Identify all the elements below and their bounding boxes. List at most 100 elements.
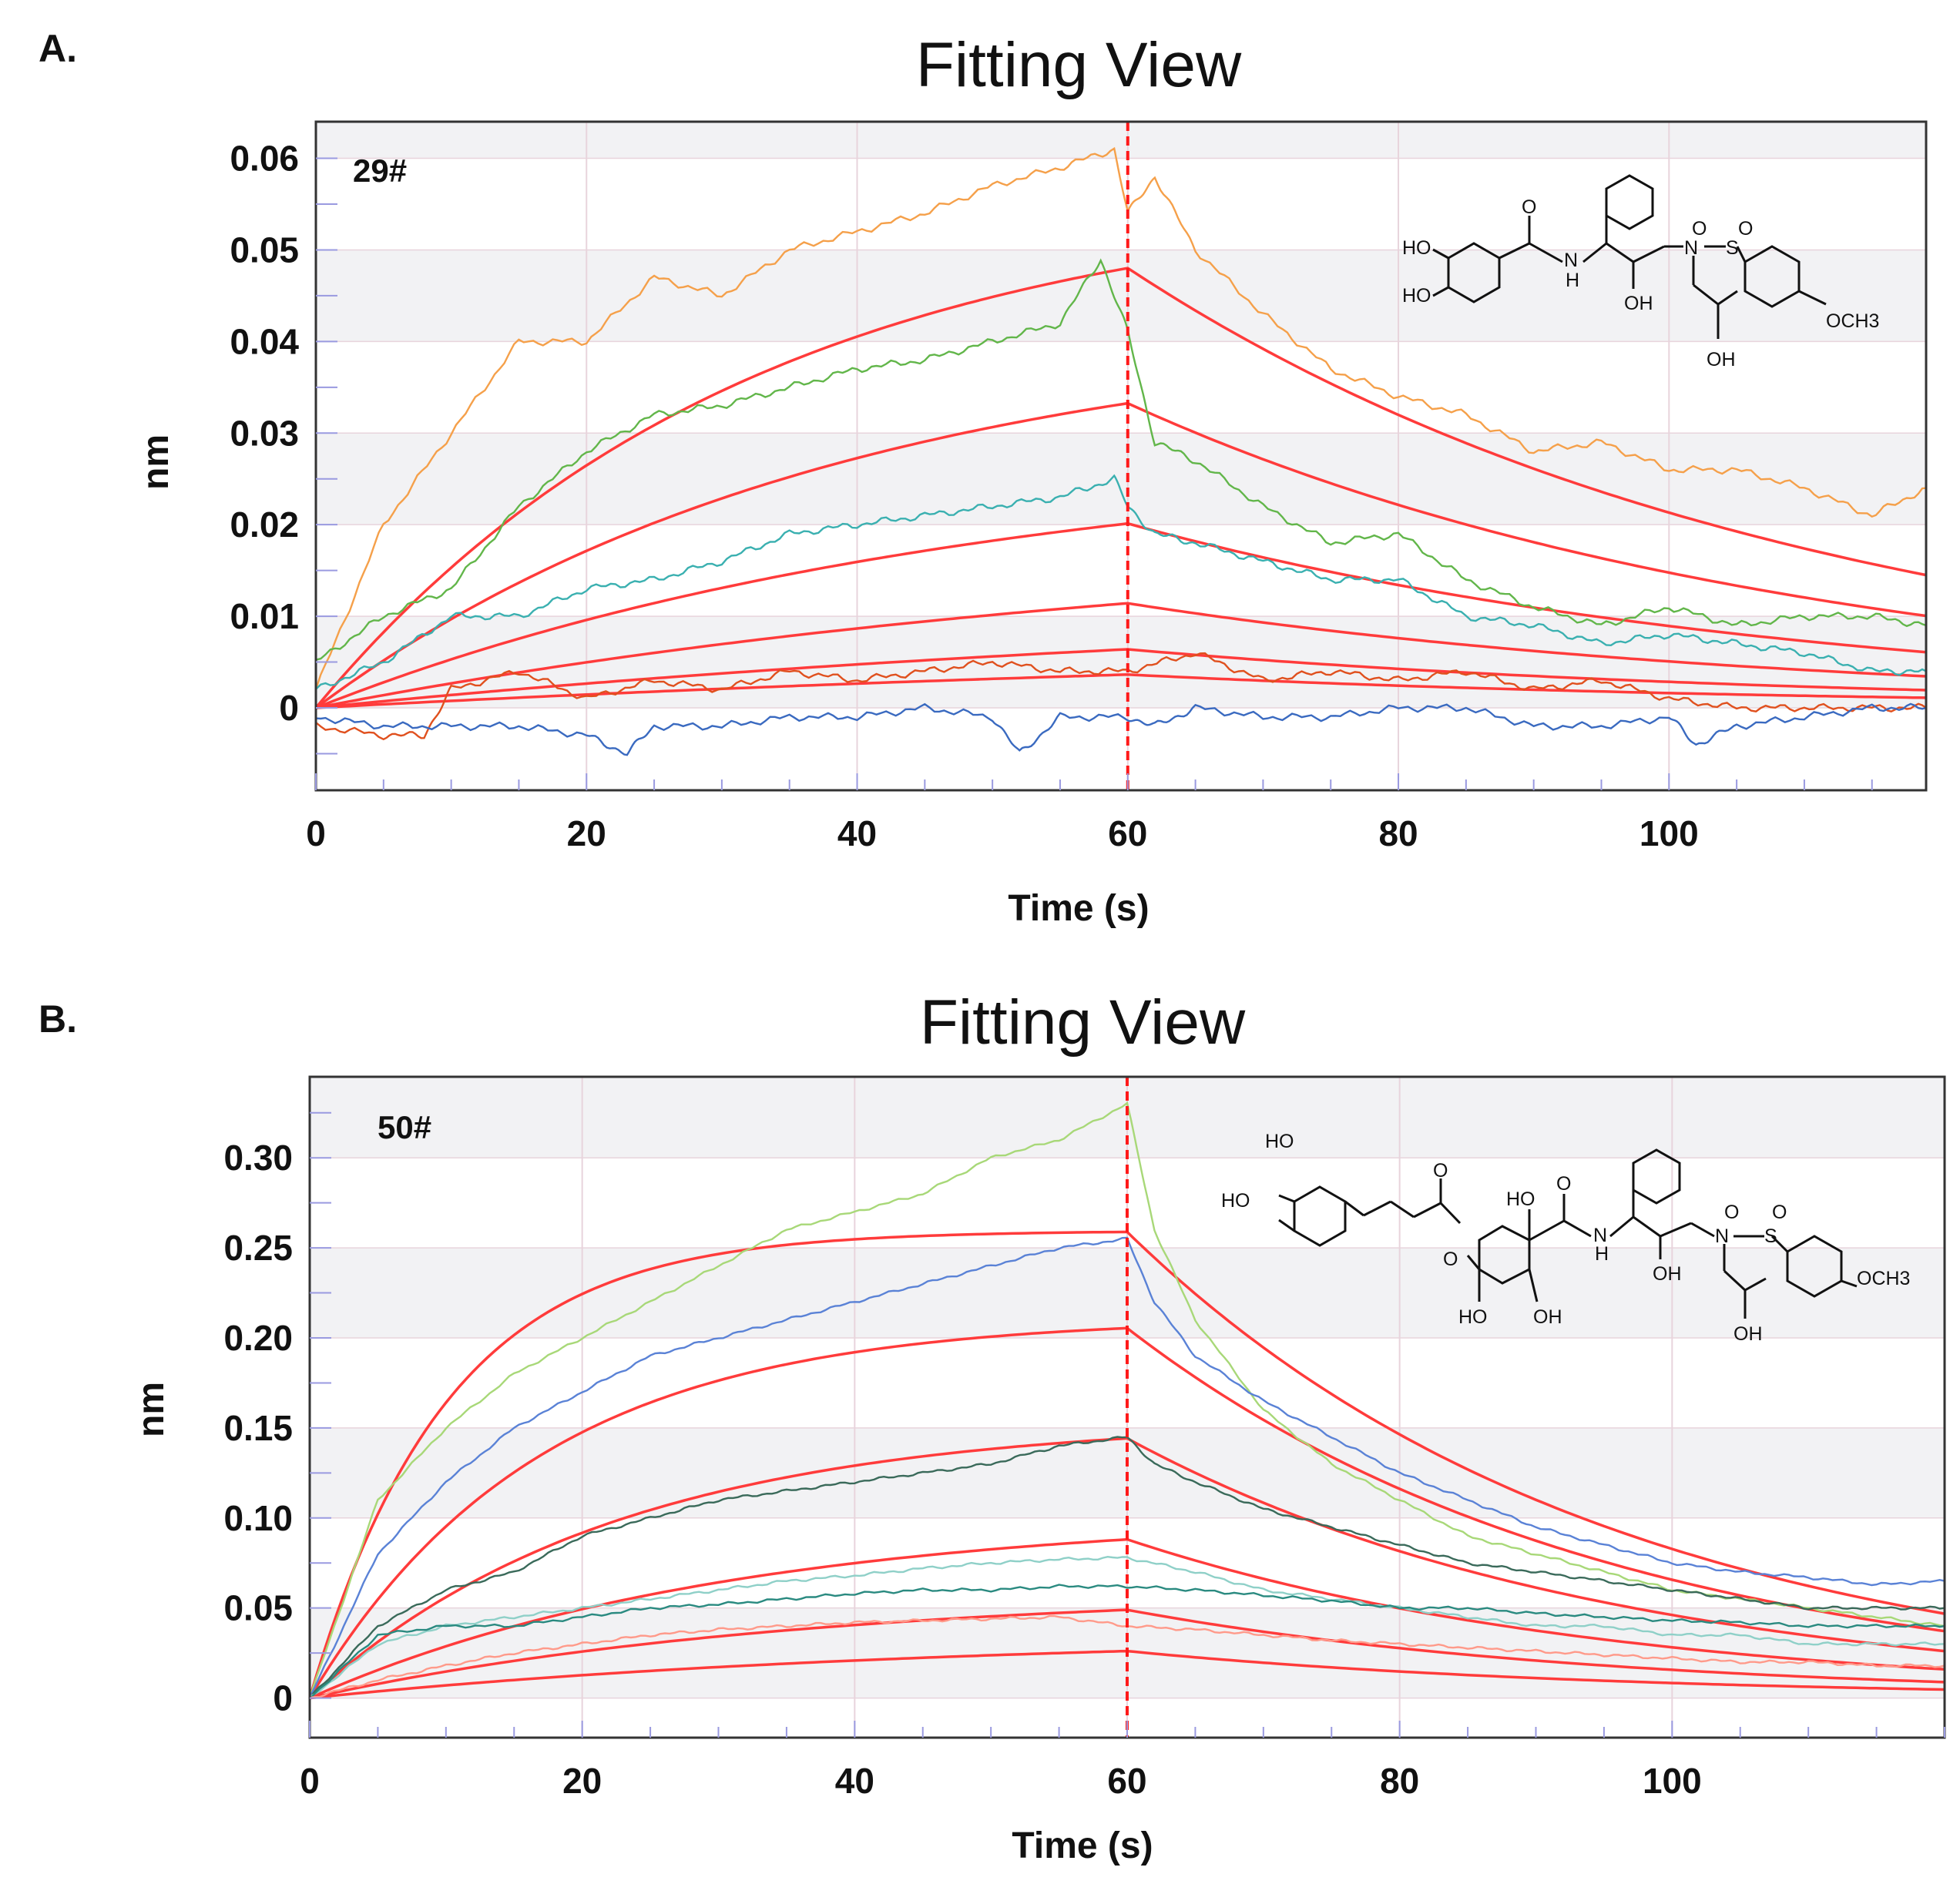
struct-b-label-ho-4: HO xyxy=(1458,1306,1488,1328)
trace-a-5 xyxy=(315,702,1927,756)
chart-title-b: Fitting View xyxy=(920,987,1246,1058)
struct-b-label-oh-3: OH xyxy=(1733,1323,1763,1345)
struct-b-label-o-2: O xyxy=(1443,1249,1458,1270)
band-a-3 xyxy=(316,433,1926,525)
struct-b-label-s: S xyxy=(1764,1225,1777,1247)
compound-label-a: 29# xyxy=(353,153,407,189)
panel-a: A. Fitting View 0 20 40 60 80 100 0 0.01 0.02 0.… xyxy=(39,27,1928,929)
trace-a-4 xyxy=(315,652,1927,741)
gridlines-a xyxy=(315,122,1926,790)
struct-a-label-oh-2: OH xyxy=(1707,349,1736,370)
struct-b-label-n-1: N xyxy=(1593,1225,1607,1246)
y-tick-label-a-3: 0.03 xyxy=(230,413,299,453)
background-bands-a xyxy=(316,122,1926,708)
trace-b-1 xyxy=(308,1101,1945,1698)
x-tick-label-b-4: 80 xyxy=(1380,1761,1419,1801)
fit-curve-b-3 xyxy=(308,1436,1945,1699)
caffeoyl-ring-b xyxy=(1293,1185,1347,1247)
x-tick-label-b-5: 100 xyxy=(1643,1761,1702,1801)
struct-b-label-o-3: O xyxy=(1556,1173,1571,1195)
data-traces-b xyxy=(308,1101,1945,1700)
plot-area-a: 0 20 40 60 80 100 0 0.01 0.02 0.03 0.04 0.05 0.06 xyxy=(230,120,1928,853)
y-tick-label-a-5: 0.05 xyxy=(230,230,299,270)
struct-b-label-h: H xyxy=(1595,1243,1609,1265)
y-tick-labels-a: 0 0.01 0.02 0.03 0.04 0.05 0.06 xyxy=(230,139,299,728)
panel-label-a: A. xyxy=(39,27,77,70)
panel-b: B. Fitting View 0 20 40 60 80 100 0 0.05 0.10 0.… xyxy=(39,987,1946,1866)
fit-curve-a-1 xyxy=(314,267,1927,709)
struct-b-label-oh-1: OH xyxy=(1533,1306,1562,1328)
struct-b-label-oh-2: OH xyxy=(1653,1263,1682,1285)
struct-a-label-o: O xyxy=(1522,196,1536,218)
y-tick-label-b-6: 0.30 xyxy=(223,1138,293,1178)
struct-b-label-n-2: N xyxy=(1715,1225,1729,1247)
fit-curves-a xyxy=(314,267,1927,709)
struct-a-label-o-2: O xyxy=(1692,218,1707,240)
y-tick-label-b-2: 0.10 xyxy=(223,1498,293,1538)
x-axis-label-a: Time (s) xyxy=(1008,888,1149,929)
fit-curve-a-6 xyxy=(315,673,1927,709)
y-tick-label-b-5: 0.25 xyxy=(223,1228,293,1268)
fit-curve-a-5 xyxy=(315,648,1927,709)
trace-b-5 xyxy=(309,1584,1945,1700)
chemical-structure-a xyxy=(1432,174,1827,339)
x-tick-label-b-0: 0 xyxy=(300,1761,320,1801)
x-tick-label-a-1: 20 xyxy=(567,813,606,853)
y-tick-label-b-1: 0.05 xyxy=(223,1588,293,1628)
y-tick-labels-b: 0 0.05 0.10 0.15 0.20 0.25 0.30 xyxy=(223,1138,293,1718)
x-tick-label-b-1: 20 xyxy=(562,1761,602,1801)
y-axis-label-a: nm xyxy=(136,434,176,490)
trace-b-2 xyxy=(308,1236,1945,1698)
band-a-7 xyxy=(316,122,1926,159)
phenyl-ring-a xyxy=(1605,174,1654,230)
fit-curve-a-2 xyxy=(314,401,1927,709)
structure-labels-b: HO HO O O HO O N H HO OH OH N S O O OCH3… xyxy=(1221,1131,1910,1345)
struct-b-label-ho-3: HO xyxy=(1506,1188,1535,1210)
tick-marks-a xyxy=(315,157,1873,790)
struct-b-label-o-4: O xyxy=(1724,1202,1739,1223)
chemical-structure-b xyxy=(1278,1148,1858,1319)
struct-b-label-ho-2: HO xyxy=(1221,1190,1250,1212)
x-tick-label-b-2: 40 xyxy=(835,1761,874,1801)
x-tick-label-a-2: 40 xyxy=(837,813,877,853)
y-tick-label-b-4: 0.20 xyxy=(223,1318,293,1358)
y-tick-label-a-4: 0.04 xyxy=(230,321,299,361)
y-tick-label-b-0: 0 xyxy=(273,1678,293,1718)
x-tick-labels-b: 0 20 40 60 80 100 xyxy=(300,1761,1702,1801)
struct-b-label-och3: OCH3 xyxy=(1857,1268,1910,1289)
x-tick-labels-a: 0 20 40 60 80 100 xyxy=(306,813,1698,853)
struct-a-label-o-3: O xyxy=(1738,218,1753,240)
fit-curve-a-4 xyxy=(315,602,1927,709)
trace-b-3 xyxy=(309,1436,1945,1699)
tick-marks-b xyxy=(309,1111,1945,1738)
struct-b-label-o-1: O xyxy=(1433,1160,1448,1182)
struct-a-label-ho-2: HO xyxy=(1402,285,1431,307)
x-tick-label-a-5: 100 xyxy=(1639,813,1699,853)
y-axis-label-b: nm xyxy=(131,1382,172,1437)
structure-labels-a: HO HO O N H OH N S O O OCH3 OH xyxy=(1402,196,1879,370)
struct-a-label-oh-1: OH xyxy=(1624,293,1653,314)
struct-a-label-n: N xyxy=(1564,250,1578,271)
y-tick-label-a-6: 0.06 xyxy=(230,139,299,179)
struct-a-label-s: S xyxy=(1726,237,1739,259)
x-axis-label-b: Time (s) xyxy=(1012,1825,1153,1866)
x-tick-label-b-3: 60 xyxy=(1107,1761,1146,1801)
chart-title-a: Fitting View xyxy=(916,30,1242,100)
y-tick-label-b-3: 0.15 xyxy=(223,1408,293,1448)
x-tick-label-a-0: 0 xyxy=(306,813,326,853)
struct-b-label-ho-1: HO xyxy=(1265,1131,1294,1152)
fit-curve-a-3 xyxy=(315,521,1927,709)
phenyl-ring-b xyxy=(1632,1148,1681,1205)
plot-area-b: 0 20 40 60 80 100 0 0.05 0.10 0.15 0.20 0.25 0.30 xyxy=(223,1075,1946,1801)
compound-label-b: 50# xyxy=(378,1109,431,1145)
struct-a-label-n-2: N xyxy=(1684,237,1698,259)
band-a-5 xyxy=(316,250,1926,342)
y-tick-label-a-1: 0.01 xyxy=(230,596,299,636)
y-tick-label-a-2: 0.02 xyxy=(230,505,299,545)
plot-frame-a xyxy=(314,120,1928,792)
struct-b-label-o-5: O xyxy=(1772,1202,1787,1223)
x-tick-label-a-3: 60 xyxy=(1108,813,1147,853)
trace-b-4 xyxy=(309,1555,1945,1698)
panel-label-b: B. xyxy=(39,997,77,1041)
